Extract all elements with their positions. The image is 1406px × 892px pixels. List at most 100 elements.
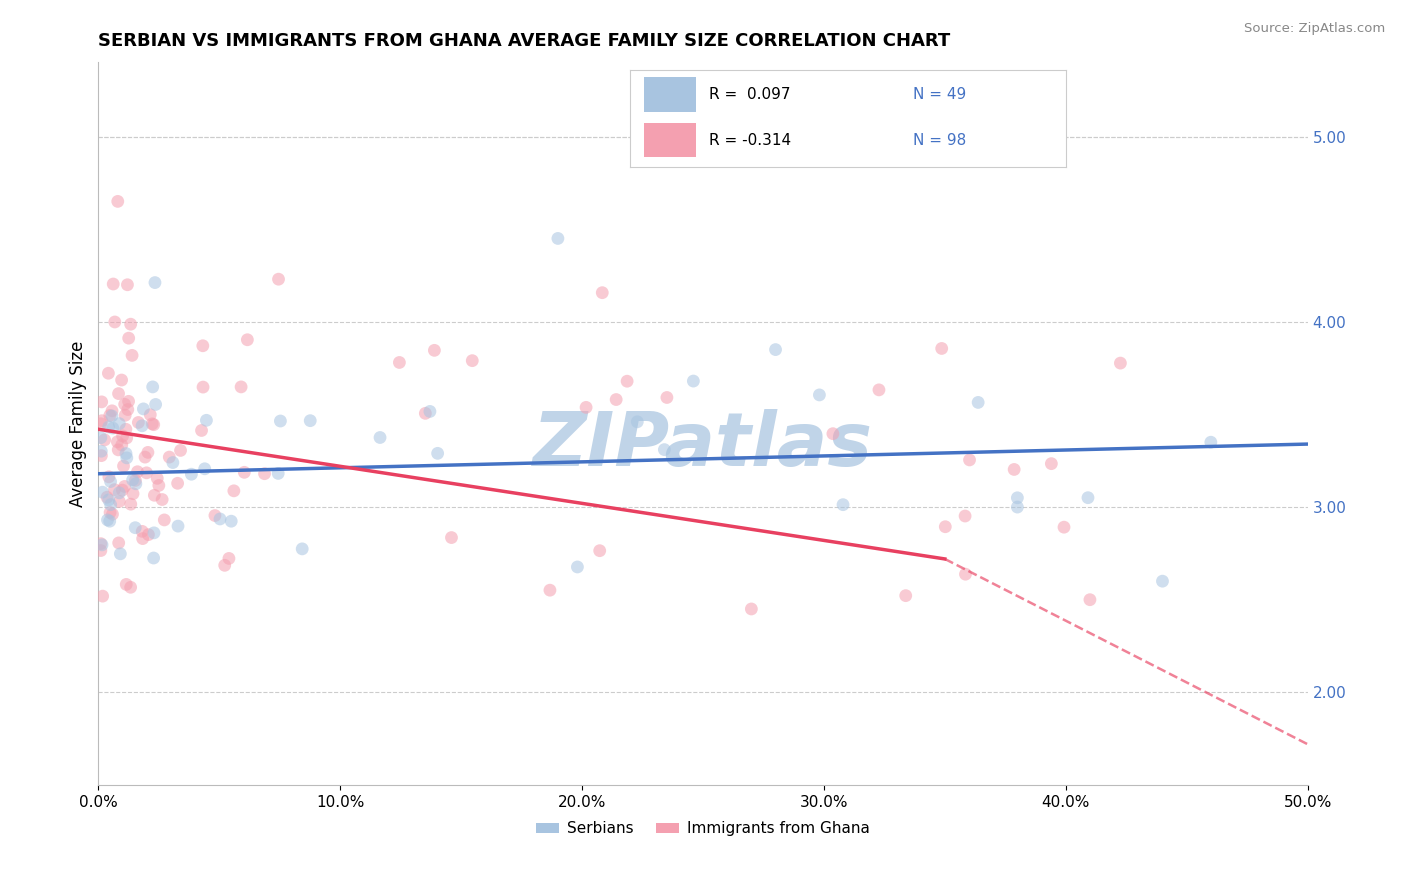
Point xyxy=(118,331,141,345)
Point xyxy=(120,497,142,511)
Point xyxy=(832,498,855,512)
Legend: Serbians, Immigrants from Ghana: Serbians, Immigrants from Ghana xyxy=(530,815,876,842)
Point xyxy=(121,348,143,362)
Point xyxy=(101,404,124,418)
Point xyxy=(97,492,120,507)
Point xyxy=(1007,500,1029,514)
Point xyxy=(388,355,411,369)
Point xyxy=(127,465,149,479)
Point xyxy=(90,414,112,428)
Point xyxy=(157,450,180,464)
Point xyxy=(589,543,612,558)
Point xyxy=(114,397,136,411)
Point xyxy=(90,431,112,445)
Point xyxy=(934,519,956,533)
Point xyxy=(167,519,190,533)
Point xyxy=(110,373,132,387)
Point xyxy=(96,513,118,527)
Point xyxy=(616,374,638,388)
Point xyxy=(415,406,437,420)
Point xyxy=(214,558,236,573)
Point xyxy=(655,391,678,405)
Point xyxy=(148,478,170,492)
Point xyxy=(229,380,252,394)
Point xyxy=(765,343,787,357)
Point xyxy=(146,471,169,485)
Point xyxy=(419,404,441,418)
Point xyxy=(117,277,139,292)
Point xyxy=(108,485,131,500)
Point xyxy=(626,415,648,429)
Point xyxy=(194,462,217,476)
Point xyxy=(605,392,627,407)
Point xyxy=(131,524,153,539)
Point xyxy=(1152,574,1174,589)
Point xyxy=(107,442,129,457)
Point xyxy=(894,589,917,603)
Point xyxy=(115,446,138,460)
Point xyxy=(299,414,322,428)
Point xyxy=(97,366,120,380)
Point xyxy=(125,476,148,491)
Point xyxy=(90,395,112,409)
Point xyxy=(111,483,134,497)
Point xyxy=(195,413,218,427)
Point xyxy=(127,416,149,430)
Point xyxy=(808,388,831,402)
Point xyxy=(141,417,163,431)
Point xyxy=(101,507,124,521)
Point xyxy=(139,408,162,422)
Point xyxy=(538,583,561,598)
Point xyxy=(90,449,112,463)
Point xyxy=(108,417,131,431)
Point xyxy=(117,402,139,417)
Point xyxy=(103,483,125,497)
Point xyxy=(740,602,762,616)
Point xyxy=(131,532,153,546)
Point xyxy=(107,536,129,550)
Point xyxy=(100,475,122,489)
Point xyxy=(591,285,613,300)
Point xyxy=(107,194,129,209)
Point xyxy=(682,374,704,388)
Point xyxy=(567,560,589,574)
Point xyxy=(104,315,127,329)
Point xyxy=(190,424,212,438)
Point xyxy=(233,466,256,480)
Point xyxy=(124,474,146,488)
Point xyxy=(1078,592,1101,607)
Point xyxy=(267,467,290,481)
Point xyxy=(426,446,449,460)
Point xyxy=(166,476,188,491)
Point xyxy=(236,333,259,347)
Point xyxy=(1040,457,1063,471)
Point xyxy=(931,342,953,356)
Point xyxy=(1007,491,1029,505)
Point xyxy=(1109,356,1132,370)
Point xyxy=(112,458,135,473)
Point xyxy=(153,513,176,527)
Point xyxy=(1199,435,1222,450)
Text: SERBIAN VS IMMIGRANTS FROM GHANA AVERAGE FAMILY SIZE CORRELATION CHART: SERBIAN VS IMMIGRANTS FROM GHANA AVERAGE… xyxy=(98,32,950,50)
Point xyxy=(115,577,138,591)
Point xyxy=(218,551,240,566)
Point xyxy=(97,420,120,434)
Point xyxy=(269,414,291,428)
Point xyxy=(124,521,146,535)
Point xyxy=(97,470,120,484)
Point xyxy=(868,383,890,397)
Point xyxy=(115,422,138,436)
Point xyxy=(93,433,115,447)
Point xyxy=(134,450,156,464)
Point xyxy=(142,417,165,432)
Point xyxy=(142,551,165,566)
Point xyxy=(120,317,142,331)
Point xyxy=(368,430,391,444)
Point xyxy=(132,401,155,416)
Point xyxy=(191,339,214,353)
Point xyxy=(103,277,125,291)
Point xyxy=(90,417,112,431)
Point xyxy=(110,547,132,561)
Point xyxy=(101,409,124,423)
Point xyxy=(180,467,202,482)
